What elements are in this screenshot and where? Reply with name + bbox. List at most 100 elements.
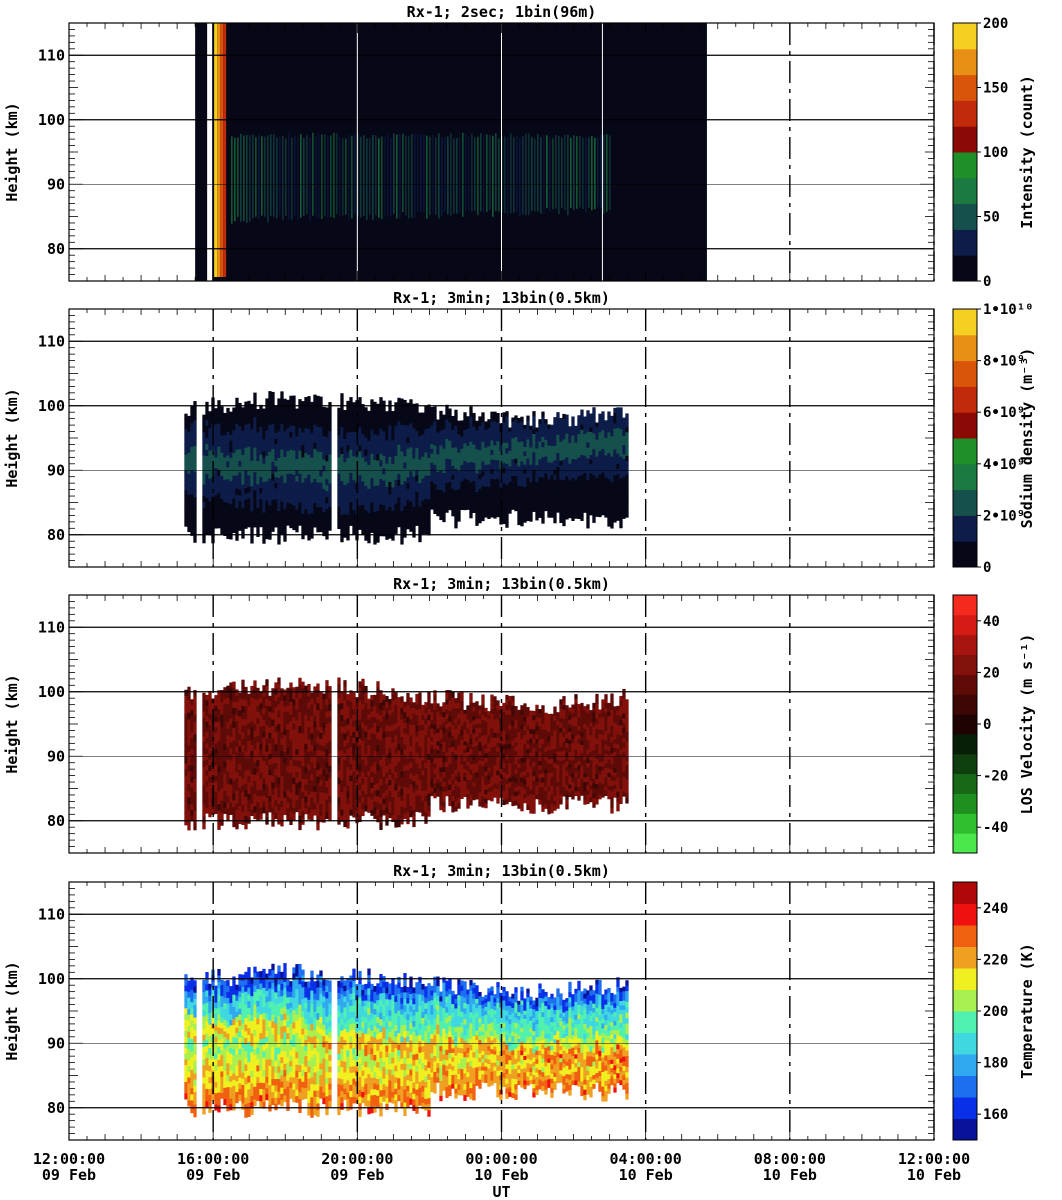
data-cell <box>307 751 311 759</box>
data-cell <box>328 483 332 490</box>
data-cell <box>520 446 524 452</box>
data-cell <box>508 474 512 479</box>
data-cell <box>292 783 296 791</box>
data-cell <box>412 525 416 532</box>
data-cell <box>268 492 272 500</box>
intensity-streak <box>408 136 410 219</box>
data-cell <box>358 751 362 759</box>
data-cell <box>436 480 440 486</box>
data-cell <box>187 745 191 753</box>
data-cell <box>235 721 239 728</box>
data-cell <box>403 456 407 463</box>
data-cell <box>361 510 365 518</box>
data-cell <box>466 428 470 434</box>
data-cell <box>307 794 311 802</box>
data-cell <box>268 780 272 786</box>
y-tick-label: 110 <box>38 332 65 350</box>
data-cell <box>259 521 263 528</box>
data-cell <box>364 703 368 710</box>
data-cell <box>271 525 275 532</box>
data-cell <box>595 499 599 505</box>
data-cell <box>277 438 281 446</box>
data-cell <box>496 502 500 508</box>
data-cell <box>424 498 428 506</box>
data-cell <box>454 431 458 438</box>
data-cell <box>421 522 425 529</box>
data-cell <box>310 426 314 434</box>
data-cell <box>277 710 281 718</box>
data-cell <box>250 422 254 430</box>
data-cell <box>292 777 296 785</box>
data-cell <box>277 744 281 752</box>
data-cell <box>256 478 260 485</box>
data-cell <box>313 797 317 804</box>
data-cell <box>439 455 443 461</box>
data-cell <box>277 418 281 426</box>
data-cell <box>535 448 539 454</box>
data-cell <box>376 510 380 518</box>
intensity-streak <box>438 133 440 219</box>
data-cell <box>220 510 224 517</box>
data-cell <box>343 686 347 694</box>
data-cell <box>484 477 488 483</box>
colorbar-tick-label: 150 <box>983 81 1008 97</box>
intensity-streak <box>567 134 569 216</box>
data-cell <box>295 732 299 739</box>
data-cell <box>496 427 500 433</box>
data-cell <box>364 742 368 749</box>
data-cell <box>436 419 440 425</box>
data-cell <box>358 427 362 434</box>
intensity-streak <box>243 135 245 222</box>
data-cell <box>358 757 362 765</box>
data-cell <box>298 416 302 423</box>
data-cell <box>391 475 395 482</box>
data-cell <box>553 460 557 466</box>
data-cell <box>292 517 296 525</box>
data-cell <box>205 522 209 529</box>
data-cell <box>466 424 470 430</box>
data-cell <box>202 438 206 445</box>
data-cell <box>193 709 197 716</box>
data-cell <box>460 505 464 511</box>
data-cell <box>193 458 197 466</box>
data-cell <box>205 528 209 535</box>
data-cell <box>337 710 341 718</box>
data-cell <box>463 456 467 462</box>
data-cell <box>274 812 278 820</box>
data-cell <box>481 451 485 458</box>
data-cell <box>325 774 329 782</box>
data-cell <box>562 424 566 430</box>
data-cell <box>313 436 317 444</box>
data-cell <box>403 499 407 507</box>
data-cell <box>328 728 332 736</box>
data-cell <box>247 764 251 771</box>
data-cell <box>505 474 509 481</box>
data-cell <box>202 754 206 762</box>
data-cell <box>292 505 296 512</box>
data-cell <box>205 780 209 787</box>
data-cell <box>247 475 251 482</box>
data-cell <box>187 505 191 511</box>
data-cell <box>229 760 233 767</box>
data-cell <box>379 472 383 480</box>
data-cell <box>286 439 290 446</box>
data-cell <box>493 455 497 461</box>
data-cell <box>208 690 212 698</box>
data-cell <box>244 447 248 454</box>
data-cell <box>208 518 212 525</box>
data-cell <box>475 420 479 426</box>
data-cell <box>322 418 326 425</box>
data-cell <box>535 494 539 500</box>
data-cell <box>283 689 287 696</box>
data-cell <box>571 515 575 521</box>
data-cell <box>238 710 242 717</box>
data-cell <box>286 428 290 435</box>
data-cell <box>277 810 281 818</box>
data-cell <box>556 498 560 504</box>
data-cell <box>586 506 590 513</box>
data-cell <box>241 752 245 760</box>
data-cell <box>283 444 287 451</box>
data-cell <box>592 485 596 492</box>
data-cell <box>601 430 605 436</box>
data-cell <box>622 463 626 469</box>
